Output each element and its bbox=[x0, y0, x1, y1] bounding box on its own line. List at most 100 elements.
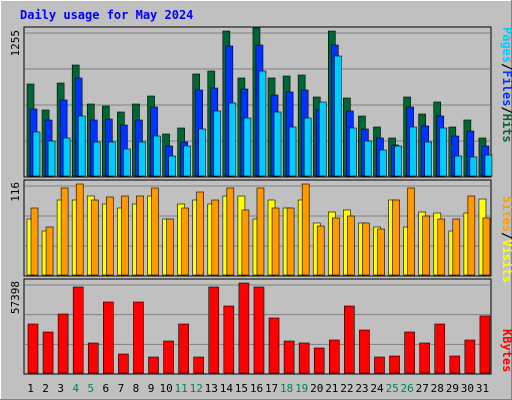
x-tick-label-3: 3 bbox=[57, 382, 64, 395]
kbytes-bar-day-8 bbox=[133, 301, 144, 374]
x-tick-label-12: 12 bbox=[190, 382, 203, 395]
legend-top-text: Pages/Files/Hits bbox=[500, 27, 512, 143]
sites-bar-day-11 bbox=[181, 207, 189, 276]
x-tick-label-31: 31 bbox=[476, 382, 489, 395]
kbytes-bar-day-14 bbox=[223, 305, 235, 374]
sites-bar-day-23 bbox=[362, 222, 370, 276]
kbytes-bar-day-16 bbox=[253, 286, 265, 374]
x-tick-label-10: 10 bbox=[159, 382, 172, 395]
sites-bar-day-27 bbox=[422, 215, 430, 276]
kbytes-bar-day-31 bbox=[479, 315, 491, 374]
kbytes-panel-max-label: 57398 bbox=[9, 281, 22, 314]
sites-bar-day-9 bbox=[151, 187, 159, 276]
pages-bar-day-23 bbox=[364, 140, 372, 177]
pages-bar-day-16 bbox=[258, 70, 267, 177]
hits-panel-max-label: 1255 bbox=[9, 30, 22, 57]
kbytes-bar-day-1 bbox=[27, 323, 39, 374]
sites-bar-day-20 bbox=[316, 225, 325, 276]
pages-bar-day-27 bbox=[424, 141, 432, 177]
x-tick-label-26: 26 bbox=[401, 382, 414, 395]
legend-sep-2: / bbox=[500, 106, 512, 113]
kbytes-bar-day-11 bbox=[178, 323, 189, 374]
sites-bar-day-29 bbox=[452, 218, 461, 276]
x-tick-label-23: 23 bbox=[355, 382, 368, 395]
x-tick-label-13: 13 bbox=[205, 382, 218, 395]
pages-bar-day-10 bbox=[168, 155, 176, 177]
pages-bar-day-24 bbox=[379, 149, 387, 177]
pages-bar-day-29 bbox=[454, 155, 463, 177]
legend-kbytes: KBytes bbox=[500, 329, 512, 372]
kbytes-bar-day-3 bbox=[57, 313, 69, 374]
sites-bar-day-18 bbox=[286, 207, 295, 276]
x-tick-label-6: 6 bbox=[103, 382, 110, 395]
x-tick-label-15: 15 bbox=[235, 382, 248, 395]
sites-bar-day-22 bbox=[347, 215, 355, 276]
kbytes-bar-day-12 bbox=[193, 356, 205, 374]
pages-bar-day-11 bbox=[183, 145, 191, 177]
x-tick-label-1: 1 bbox=[27, 382, 34, 395]
sites-bar-day-12 bbox=[196, 191, 205, 276]
x-tick-label-4: 4 bbox=[72, 382, 79, 395]
x-axis-labels: 1 2 3 4 5 6 7 8 9 10 11 12 13 14 15 16 17 18 19 20 21 22 23 24 2… bbox=[27, 382, 489, 395]
kbytes-bar-day-2 bbox=[42, 331, 54, 374]
pages-bar-day-18 bbox=[288, 126, 297, 177]
kbytes-bar-day-26 bbox=[404, 331, 415, 374]
kbytes-bar-day-17 bbox=[268, 317, 280, 374]
legend-bottom: KBytes bbox=[500, 329, 512, 372]
pages-bar-day-3 bbox=[62, 137, 71, 177]
pages-bar-day-7 bbox=[123, 148, 131, 177]
sites-bar-day-28 bbox=[437, 218, 446, 276]
sites-bar-day-10 bbox=[166, 218, 174, 276]
pages-bar-day-21 bbox=[333, 55, 342, 177]
pages-bar-day-15 bbox=[243, 117, 252, 177]
pages-bar-day-20 bbox=[318, 101, 327, 177]
legend-middle-text: Sites/Visits bbox=[500, 196, 512, 283]
x-tick-label-25: 25 bbox=[385, 382, 398, 395]
legend-hits: Hits bbox=[500, 114, 512, 143]
x-tick-label-9: 9 bbox=[148, 382, 155, 395]
kbytes-bar-day-15 bbox=[238, 282, 250, 374]
x-tick-label-28: 28 bbox=[431, 382, 444, 395]
kbytes-bar-day-23 bbox=[359, 329, 370, 374]
pages-bar-day-6 bbox=[108, 141, 116, 177]
sites-bar-day-30 bbox=[467, 195, 476, 276]
x-tick-label-2: 2 bbox=[42, 382, 49, 395]
kbytes-bar-day-25 bbox=[389, 355, 400, 374]
sites-bar-day-24 bbox=[377, 228, 385, 276]
sites-bar-day-26 bbox=[407, 187, 415, 276]
sites-bar-day-21 bbox=[331, 217, 340, 276]
legend-files: Files bbox=[500, 70, 512, 106]
kbytes-bar-day-20 bbox=[313, 347, 325, 374]
bars-layer bbox=[25, 27, 493, 374]
sites-bar-day-16 bbox=[256, 187, 265, 276]
pages-bar-day-8 bbox=[138, 141, 146, 177]
sites-bar-day-7 bbox=[121, 195, 129, 276]
chart-title: Daily usage for May 2024 bbox=[20, 8, 193, 22]
pages-bar-day-9 bbox=[153, 135, 161, 177]
x-tick-label-29: 29 bbox=[446, 382, 459, 395]
x-tick-label-20: 20 bbox=[310, 382, 323, 395]
legend-middle: Sites/Visits bbox=[500, 196, 512, 283]
legend-sep-3: / bbox=[500, 232, 512, 239]
kbytes-bar-day-13 bbox=[208, 286, 220, 374]
kbytes-bar-day-22 bbox=[344, 305, 355, 374]
x-tick-label-8: 8 bbox=[133, 382, 140, 395]
x-tick-label-22: 22 bbox=[340, 382, 353, 395]
legend-sep-1: / bbox=[500, 63, 512, 70]
pages-bar-day-28 bbox=[439, 127, 448, 177]
pages-bar-day-26 bbox=[409, 126, 417, 177]
pages-bar-day-14 bbox=[228, 102, 237, 177]
x-tick-label-24: 24 bbox=[370, 382, 384, 395]
sites-bar-day-8 bbox=[136, 195, 144, 276]
x-tick-label-17: 17 bbox=[265, 382, 278, 395]
sites-bar-day-31 bbox=[482, 217, 491, 276]
pages-bar-day-30 bbox=[469, 156, 478, 177]
sites-bar-day-1 bbox=[30, 207, 39, 276]
kbytes-bar-day-5 bbox=[87, 342, 99, 374]
sites-bar-day-4 bbox=[75, 183, 84, 276]
sites-bar-day-14 bbox=[226, 187, 235, 276]
pages-bar-day-17 bbox=[273, 111, 282, 177]
pages-bar-day-19 bbox=[303, 117, 312, 177]
x-tick-label-5: 5 bbox=[87, 382, 94, 395]
